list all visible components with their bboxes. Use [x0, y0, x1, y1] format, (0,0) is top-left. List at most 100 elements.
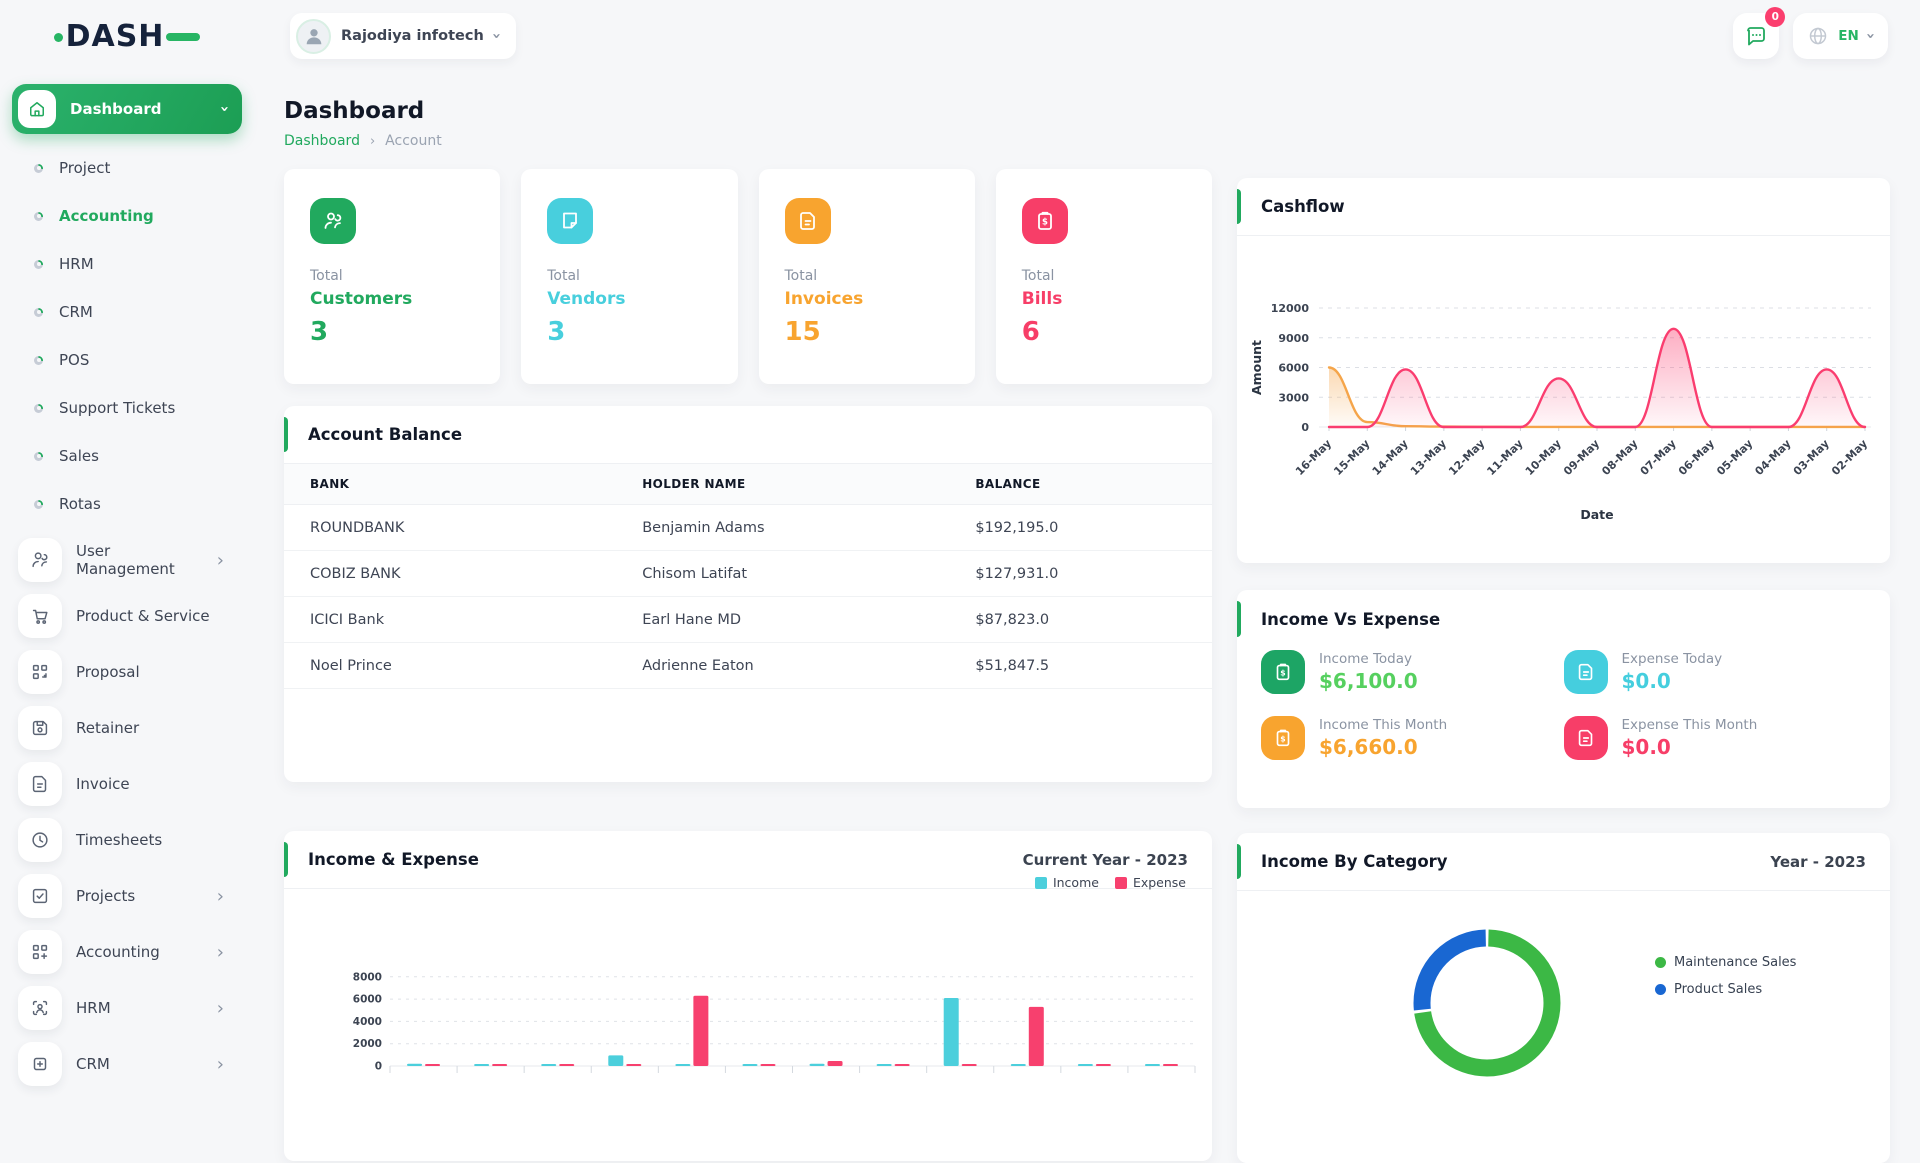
sidebar-item-dashboard[interactable]: Dashboard › — [12, 84, 242, 134]
svg-text:03-May: 03-May — [1791, 437, 1832, 478]
sidebar-item-retainer[interactable]: Retainer — [12, 700, 242, 756]
income-by-category-panel: Income By Category Year - 2023 Maintenan… — [1237, 833, 1890, 1163]
svg-text:14-May: 14-May — [1370, 437, 1411, 478]
sidebar-item-hrm-2[interactable]: HRM› — [12, 980, 242, 1036]
logo-text: DASH — [54, 19, 201, 54]
panel-title: Cashflow — [1261, 197, 1866, 216]
sidebar: Dashboard › Project Accounting HRM CRM P… — [0, 72, 254, 1080]
legend-dot-maintenance-sales — [1655, 957, 1666, 968]
bullet-icon — [34, 356, 43, 365]
stat-value: 15 — [785, 317, 949, 347]
stat-prefix: Total — [785, 268, 949, 284]
sidebar-item-pos[interactable]: POS — [12, 336, 242, 384]
stat-cards: Total Customers 3 Total Vendors 3 Total … — [284, 169, 1212, 384]
panel-title: Account Balance — [308, 425, 1188, 444]
sidebar-item-crm-2[interactable]: CRM› — [12, 1036, 242, 1092]
sidebar-item-projects[interactable]: Projects› — [12, 868, 242, 924]
chevron-right-icon: › — [370, 134, 375, 149]
stat-value: 3 — [547, 317, 711, 347]
clipboard-dollar-icon: $ — [1261, 650, 1305, 694]
svg-text:8000: 8000 — [353, 971, 382, 983]
chevron-down-icon: › — [1862, 33, 1880, 39]
stat-card-vendors: Total Vendors 3 — [521, 169, 737, 384]
note-icon — [547, 198, 593, 244]
panel-title: Income Vs Expense — [1261, 610, 1866, 629]
person-scan-icon — [18, 986, 62, 1030]
column-header: BANK — [284, 464, 616, 505]
breadcrumb-current: Account — [385, 133, 442, 149]
sidebar-item-support-tickets[interactable]: Support Tickets — [12, 384, 242, 432]
avatar — [296, 19, 331, 54]
sidebar-item-accounting-2[interactable]: Accounting› — [12, 924, 242, 980]
svg-text:$: $ — [1280, 668, 1285, 677]
sidebar-item-project[interactable]: Project — [12, 144, 242, 192]
frame-plus-icon — [18, 1042, 62, 1086]
file-text-icon — [1564, 650, 1608, 694]
language-selector[interactable]: EN › — [1793, 13, 1888, 59]
bullet-icon — [34, 164, 43, 173]
svg-text:4000: 4000 — [353, 1016, 382, 1028]
stat-prefix: Total — [310, 268, 474, 284]
logo-dot-icon — [54, 33, 63, 42]
invoice-icon — [785, 198, 831, 244]
logo-dash-icon — [166, 33, 200, 41]
breadcrumb: Dashboard › Account — [284, 133, 1212, 149]
sidebar-item-sales[interactable]: Sales — [12, 432, 242, 480]
stat-card-invoices: Total Invoices 15 — [759, 169, 975, 384]
app-logo[interactable]: DASH — [0, 19, 254, 54]
svg-text:08-May: 08-May — [1599, 437, 1640, 478]
sidebar-item-proposal[interactable]: Proposal — [12, 644, 242, 700]
income-this-month-item: $ Income This Month $6,660.0 — [1261, 716, 1564, 760]
messages-button[interactable]: 0 — [1733, 13, 1779, 59]
panel-title: Income & Expense — [308, 850, 1023, 869]
dashboard-subnav: Project Accounting HRM CRM POS Support T… — [12, 144, 242, 528]
sidebar-item-invoice[interactable]: Invoice — [12, 756, 242, 812]
svg-text:0: 0 — [375, 1061, 382, 1073]
svg-text:6000: 6000 — [1278, 362, 1309, 375]
sidebar-item-user-management[interactable]: User Management› — [12, 532, 242, 588]
company-selector[interactable]: Rajodiya infotech › — [290, 13, 516, 59]
breadcrumb-dashboard-link[interactable]: Dashboard — [284, 133, 360, 149]
sidebar-item-crm[interactable]: CRM — [12, 288, 242, 336]
company-name: Rajodiya infotech — [341, 28, 484, 44]
svg-text:6000: 6000 — [353, 994, 382, 1006]
svg-text:02-May: 02-May — [1829, 437, 1870, 478]
bullet-icon — [34, 308, 43, 317]
svg-text:11-May: 11-May — [1484, 437, 1525, 478]
column-header: HOLDER NAME — [616, 464, 949, 505]
panel-title: Income By Category — [1261, 852, 1770, 871]
svg-text:12000: 12000 — [1271, 302, 1310, 315]
svg-text:07-May: 07-May — [1638, 437, 1679, 478]
sidebar-item-hrm[interactable]: HRM — [12, 240, 242, 288]
table-row: COBIZ BANK Chisom Latifat $127,931.0 — [284, 551, 1212, 597]
users-icon — [310, 198, 356, 244]
table-row: Noel Prince Adrienne Eaton $51,847.5 — [284, 643, 1212, 689]
svg-text:06-May: 06-May — [1676, 437, 1717, 478]
svg-text:9000: 9000 — [1278, 332, 1309, 345]
bullet-icon — [34, 260, 43, 269]
bill-icon: $ — [1022, 198, 1068, 244]
column-header: BALANCE — [949, 464, 1212, 505]
stat-card-customers: Total Customers 3 — [284, 169, 500, 384]
sidebar-item-accounting[interactable]: Accounting — [12, 192, 242, 240]
sidebar-item-rotas[interactable]: Rotas — [12, 480, 242, 528]
topbar: DASH Rajodiya infotech › 0 EN › — [0, 0, 1920, 72]
stat-value: 3 — [310, 317, 474, 347]
svg-text:$: $ — [1042, 218, 1048, 228]
svg-text:$: $ — [1280, 734, 1285, 743]
language-code: EN — [1838, 28, 1859, 44]
chart-legend: Maintenance Sales Product Sales — [1655, 955, 1796, 997]
home-icon — [18, 90, 56, 128]
bullet-icon — [34, 500, 43, 509]
legend-dot-product-sales — [1655, 984, 1666, 995]
legend-swatch-expense — [1115, 877, 1127, 889]
expense-today-item: Expense Today $0.0 — [1564, 650, 1867, 694]
legend-swatch-income — [1035, 877, 1047, 889]
svg-text:2000: 2000 — [353, 1038, 382, 1050]
income-by-category-donut — [1237, 891, 1637, 1163]
sidebar-item-product-service[interactable]: Product & Service — [12, 588, 242, 644]
sidebar-item-timesheets[interactable]: Timesheets — [12, 812, 242, 868]
svg-text:15-May: 15-May — [1331, 437, 1372, 478]
